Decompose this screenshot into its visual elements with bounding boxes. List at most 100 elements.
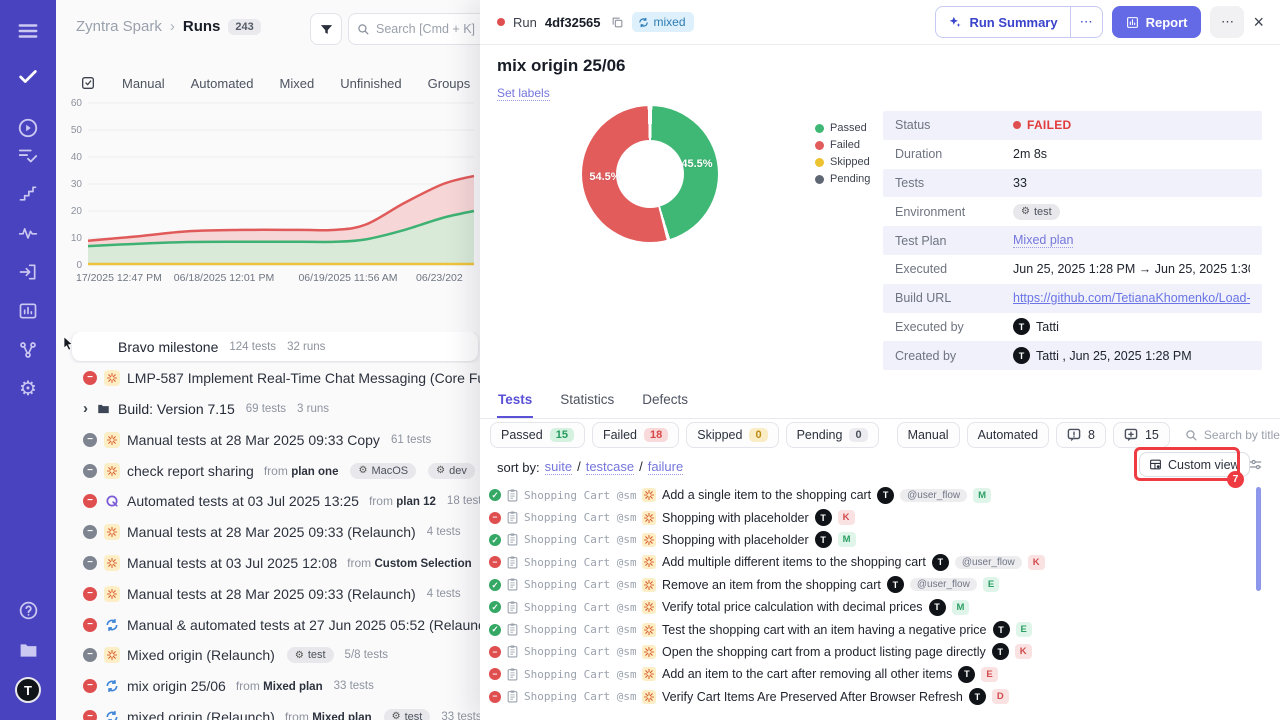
run-row[interactable]: − mixed origin (Relaunch) from Mixed plan ⚙… xyxy=(56,702,480,720)
run-meta: 3 runs xyxy=(297,402,329,415)
milestones-steps-icon[interactable] xyxy=(0,179,56,209)
test-letter-badge: E xyxy=(1015,622,1032,638)
manual-burst-icon xyxy=(644,557,654,568)
run-row[interactable]: − mix origin 25/06 from Mixed plan 33 tests xyxy=(56,671,480,702)
settings-gear-icon[interactable]: ⚙ xyxy=(19,378,37,400)
filter-chip-passed[interactable]: Passed 15 xyxy=(490,422,585,448)
test-row[interactable]: − Shopping Cart @sm... Add multiple differ… xyxy=(480,551,1270,573)
cycle-icon xyxy=(638,17,648,27)
run-row[interactable]: − Manual tests at 28 Mar 2025 09:33 Copy 6… xyxy=(56,424,480,455)
manual-burst-icon xyxy=(644,579,654,590)
view-settings-sliders-icon[interactable] xyxy=(1248,457,1263,472)
run-row[interactable]: − check report sharing from plan one ⚙ MacOS… xyxy=(56,455,480,486)
run-row[interactable]: − Manual & automated tests at 27 Jun 2025… xyxy=(56,609,480,640)
run-row[interactable]: − Manual tests at 03 Jul 2025 12:08 from C… xyxy=(56,548,480,579)
global-search[interactable] xyxy=(348,13,480,45)
run-details-table: Status FAILED Duration 2m 8s Tests 33 Environm… xyxy=(883,111,1262,371)
test-cases-check-icon[interactable] xyxy=(0,62,56,92)
tests-scrollbar[interactable] xyxy=(1256,487,1261,591)
filter-chip-automated[interactable]: Automated xyxy=(966,422,1050,448)
manual-run-type-icon xyxy=(104,431,120,448)
runs-play-icon[interactable] xyxy=(0,113,56,143)
test-row[interactable]: − Shopping Cart @sm... Verify Cart Items A… xyxy=(480,686,1270,708)
run-summary-more-button[interactable]: ⋯ xyxy=(1069,7,1102,37)
detail-value: ⚙ test xyxy=(1013,203,1060,220)
folder-row[interactable]: › Build: Version 7.15 69 tests 3 runs xyxy=(56,394,480,425)
run-row[interactable]: − Manual tests at 28 Mar 2025 09:33 (Rela… xyxy=(56,517,480,548)
hamburger-menu-icon[interactable] xyxy=(0,16,56,46)
filter-chip-skipped[interactable]: Skipped 0 xyxy=(686,422,779,448)
passed-status-icon: ✓ xyxy=(489,623,501,636)
runs-tab-mixed[interactable]: Mixed xyxy=(279,75,315,91)
copy-run-id-button[interactable] xyxy=(611,16,624,29)
select-cards-icon[interactable] xyxy=(80,75,96,91)
user-avatar[interactable]: T xyxy=(0,675,56,705)
sort-option-suite[interactable]: suite xyxy=(544,459,573,475)
help-icon[interactable] xyxy=(0,595,56,625)
runs-tab-groups[interactable]: Groups xyxy=(427,75,471,91)
test-row[interactable]: ✓ Shopping Cart @sm... Shopping with place… xyxy=(480,529,1270,551)
run-row[interactable]: − Manual tests at 28 Mar 2025 09:33 (Rela… xyxy=(56,578,480,609)
sort-option-testcase[interactable]: testcase xyxy=(585,459,635,475)
tab-tests[interactable]: Tests xyxy=(497,388,534,418)
mixed-icon xyxy=(106,618,118,631)
x-tick: 06/18/2025 12:01 PM xyxy=(173,272,275,284)
filter-button[interactable] xyxy=(310,13,342,45)
funnel-icon xyxy=(320,24,332,34)
search-input[interactable] xyxy=(376,22,476,36)
run-row[interactable]: − Mixed origin (Relaunch) ⚙ test 5/8 tests xyxy=(56,640,480,671)
run-summary-button[interactable]: Run Summary ⋯ xyxy=(935,6,1103,38)
projects-folder-icon[interactable] xyxy=(0,635,56,665)
filter-chip-failed[interactable]: Failed 18 xyxy=(591,422,680,448)
run-from: from Mixed plan xyxy=(284,709,372,720)
test-row[interactable]: − Shopping Cart @sm... Open the shopping c… xyxy=(480,641,1270,663)
import-icon[interactable] xyxy=(0,257,56,287)
test-row[interactable]: ✓ Shopping Cart @sm... Verify total price … xyxy=(480,596,1270,618)
run-meta: 4 tests xyxy=(426,526,461,539)
more-actions-button[interactable]: ⋯ xyxy=(1210,6,1245,38)
tab-defects[interactable]: Defects xyxy=(642,392,689,407)
set-labels-link[interactable]: Set labels xyxy=(497,86,550,101)
sort-option-failure[interactable]: failure xyxy=(647,459,684,475)
build-url-link[interactable]: https://github.com/TetianaKhomenko/Load-… xyxy=(1013,291,1250,306)
runs-tab-unfinished[interactable]: Unfinished xyxy=(340,75,402,91)
detail-value: https://github.com/TetianaKhomenko/Load-… xyxy=(1013,291,1250,305)
mixed-run-type-icon xyxy=(104,678,120,694)
detail-value: T Tatti , Jun 25, 2025 1:28 PM xyxy=(1013,347,1192,365)
report-button[interactable]: Report xyxy=(1111,6,1202,38)
drawer-close-icon[interactable]: × xyxy=(1253,11,1264,32)
activity-pulse-icon[interactable] xyxy=(0,218,56,248)
test-row[interactable]: ✓ Shopping Cart @sm... Add a single item t… xyxy=(480,484,1270,506)
failed-status-icon: − xyxy=(83,371,97,386)
runs-tab-manual[interactable]: Manual xyxy=(122,75,165,91)
run-row[interactable]: − Automated tests at 03 Jul 2025 13:25 fro… xyxy=(56,486,480,517)
test-row[interactable]: − Shopping Cart @sm... Shopping with place… xyxy=(480,506,1270,528)
filter-chip-manual[interactable]: Manual xyxy=(896,422,960,448)
filter-chip-pending[interactable]: Pending 0 xyxy=(785,422,879,448)
filter-chip-label: Pending xyxy=(796,428,843,442)
filter-chip-comment-plus-icon[interactable]: 15 xyxy=(1112,422,1170,448)
automated-run-type-icon xyxy=(104,493,120,509)
mixed-run-type-icon xyxy=(104,617,120,633)
search-icon xyxy=(1186,429,1197,440)
test-plans-icon[interactable] xyxy=(0,141,56,171)
test-plan-link[interactable]: Mixed plan xyxy=(1013,233,1074,249)
tab-statistics[interactable]: Statistics xyxy=(560,392,615,407)
run-row[interactable]: − LMP-587 Implement Real-Time Chat Messag… xyxy=(56,363,480,394)
repository-branch-icon[interactable] xyxy=(0,335,56,365)
test-row[interactable]: − Shopping Cart @sm... Add an item to the … xyxy=(480,663,1270,685)
aborted-status-icon: − xyxy=(83,648,97,663)
tests-search[interactable]: Search by title/mes xyxy=(1177,422,1280,448)
run-meta: 18 tests xyxy=(446,495,480,508)
chevron-right-icon[interactable]: › xyxy=(83,400,88,418)
filter-chip-comment-alert-icon[interactable]: 8 xyxy=(1056,422,1106,448)
legend-label: Pending xyxy=(830,173,871,185)
reports-chart-icon[interactable] xyxy=(0,296,56,326)
tests-search-placeholder: Search by title/mes xyxy=(1203,428,1280,442)
run-id: 4df32565 xyxy=(544,14,601,30)
runs-tab-automated[interactable]: Automated xyxy=(190,75,254,91)
test-row[interactable]: ✓ Shopping Cart @sm... Remove an item from… xyxy=(480,574,1270,596)
breadcrumb-project[interactable]: Zyntra Spark xyxy=(76,18,162,35)
test-row[interactable]: ✓ Shopping Cart @sm... Test the shopping c… xyxy=(480,618,1270,640)
